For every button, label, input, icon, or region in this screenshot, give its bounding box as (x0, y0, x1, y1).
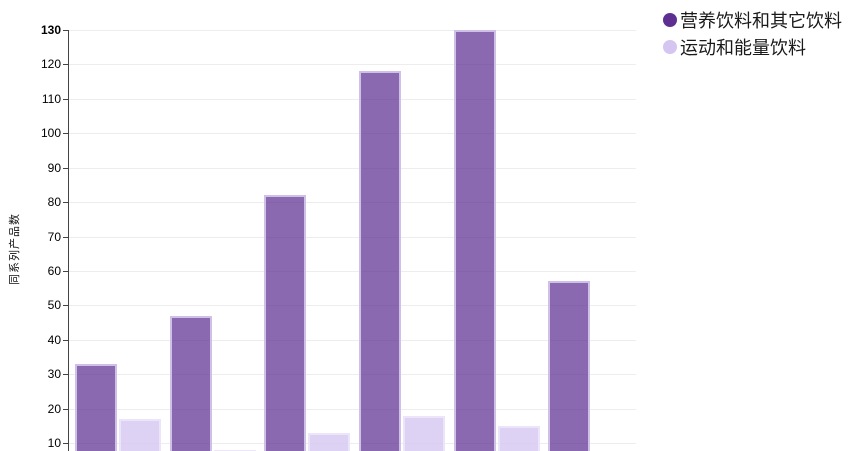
axis-tick (63, 339, 68, 341)
bar-series-0-group-1[interactable] (75, 363, 117, 451)
bar-series-1-group-1[interactable] (119, 419, 161, 451)
gridline (68, 133, 636, 135)
axis-tick (63, 202, 68, 204)
y-axis-line (68, 30, 69, 451)
axis-tick (63, 271, 68, 272)
gridline (68, 374, 636, 376)
axis-tick (63, 64, 68, 66)
gridline (68, 443, 636, 445)
bar-series-0-group-3[interactable] (264, 195, 307, 451)
y-tick-label: 70 (47, 229, 61, 244)
y-tick-label: 130 (40, 23, 61, 37)
y-tick-label: 50 (47, 298, 61, 313)
axis-tick (63, 236, 68, 238)
gridline (68, 30, 636, 31)
gridline (68, 236, 636, 238)
y-axis-title: 同系列产品数 (9, 213, 21, 285)
y-tick-label: 90 (47, 160, 61, 175)
legend: 营养饮料和其它饮料 运动和能量饮料 (663, 6, 842, 60)
gridline (68, 64, 636, 66)
axis-tick (63, 408, 68, 410)
gridline (68, 408, 636, 410)
y-tick-label: 10 (47, 436, 61, 451)
axis-tick (63, 443, 68, 445)
axis-tick (63, 30, 68, 31)
legend-item-series-1[interactable]: 运动和能量饮料 (663, 33, 842, 60)
axis-tick (63, 98, 68, 100)
bar-series-0-group-6[interactable] (548, 281, 591, 451)
axis-tick (63, 133, 68, 135)
axis-tick (63, 374, 68, 376)
gridline (68, 167, 636, 169)
axis-tick (63, 305, 68, 307)
gridline (68, 305, 636, 307)
y-tick-label: 110 (41, 91, 61, 106)
gridline (68, 339, 636, 341)
gridline (68, 98, 636, 100)
y-tick-label: 30 (47, 367, 61, 382)
y-tick-label: 120 (40, 57, 61, 72)
y-tick-label: 60 (47, 264, 61, 278)
bar-series-0-group-5[interactable] (453, 30, 496, 451)
bar-series-1-group-5[interactable] (497, 425, 540, 451)
bar-series-0-group-2[interactable] (169, 315, 212, 451)
y-tick-label: 40 (47, 332, 61, 347)
bar-series-0-group-4[interactable] (359, 71, 401, 451)
bar-series-1-group-3[interactable] (308, 432, 351, 451)
legend-item-series-0[interactable]: 营养饮料和其它饮料 (663, 6, 842, 33)
gridline (68, 202, 636, 204)
y-tick-label: 100 (40, 126, 61, 141)
y-tick-label: 20 (47, 401, 61, 416)
legend-label: 营养饮料和其它饮料 (680, 10, 842, 31)
bar-series-1-group-4[interactable] (403, 415, 445, 451)
legend-swatch-icon (663, 12, 677, 27)
y-tick-label: 80 (47, 195, 61, 210)
axis-tick (63, 167, 68, 169)
gridline (68, 271, 636, 272)
legend-label: 运动和能量饮料 (680, 37, 806, 58)
legend-swatch-icon (663, 39, 677, 54)
